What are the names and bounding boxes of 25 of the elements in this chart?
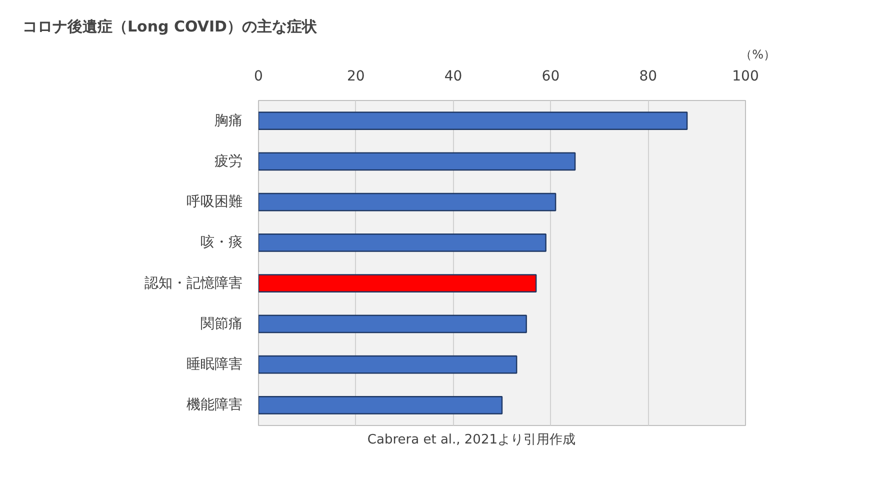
bar bbox=[258, 396, 503, 414]
y-tick-label: 関節痛 bbox=[200, 316, 242, 332]
x-tick-label: 100 bbox=[732, 68, 759, 84]
x-tick-label: 80 bbox=[639, 68, 658, 84]
x-tick-label: 20 bbox=[346, 68, 365, 84]
bar bbox=[258, 234, 546, 252]
y-tick-label: 咳・痰 bbox=[200, 234, 242, 251]
bar bbox=[258, 314, 527, 334]
bar bbox=[258, 112, 688, 130]
y-tick-label: 胸痛 bbox=[214, 112, 242, 129]
bar bbox=[258, 192, 556, 212]
bar bbox=[258, 355, 518, 374]
y-tick-label: 認知・記憶障害 bbox=[144, 275, 242, 292]
y-tick-label: 睡眠障害 bbox=[186, 356, 242, 373]
bar bbox=[258, 152, 576, 171]
y-tick-label: 呼吸困難 bbox=[186, 194, 242, 210]
y-tick-label: 疲労 bbox=[214, 153, 242, 170]
text: Cabrera et al., 2021より引用作成 bbox=[367, 432, 576, 448]
x-tick-label: 40 bbox=[444, 68, 462, 84]
bar bbox=[258, 274, 537, 292]
x-tick-label: 0 bbox=[254, 68, 263, 84]
y-tick-label: 機能障害 bbox=[186, 397, 242, 414]
x-tick-label: 60 bbox=[542, 68, 560, 84]
x-axis-title: （%） bbox=[740, 48, 776, 62]
chart-title: コロナ後遺症（Long COVID）の主な症状 bbox=[22, 18, 318, 36]
